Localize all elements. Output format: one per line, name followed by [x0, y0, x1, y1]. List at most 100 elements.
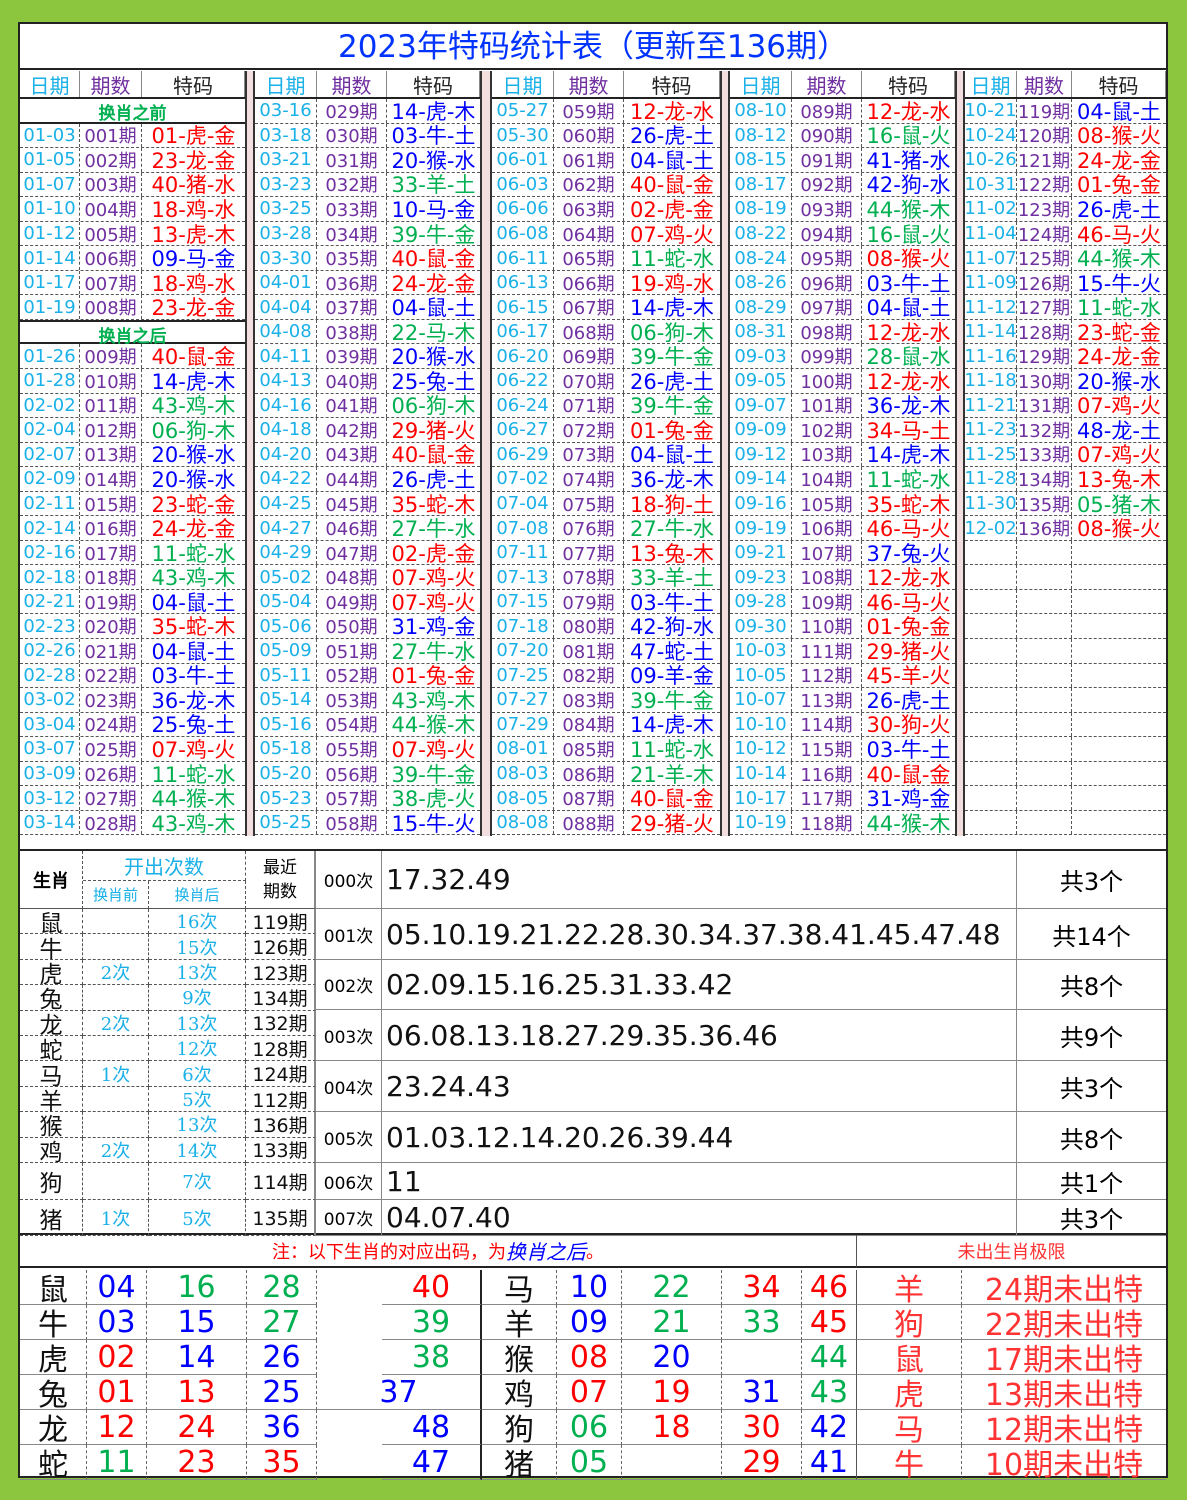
missing-zodiac: 鼠 — [857, 1340, 962, 1378]
empty-cell — [965, 810, 1017, 835]
code-cell: 18-鸡-水 — [151, 271, 236, 295]
period-cell: 037期 — [317, 295, 387, 319]
period-cell: 065期 — [554, 246, 624, 270]
number-cell: 23 — [147, 1445, 247, 1480]
table-row: 02-09 014期 20-猴-水 — [20, 467, 245, 492]
code-cell: 25-兔-土 — [391, 369, 476, 393]
after-count-cell: 13次 — [149, 959, 246, 986]
zodiac-label: 牛 — [20, 1305, 87, 1343]
number-cell: 34 — [722, 1270, 802, 1305]
code-cell: 42-狗-水 — [630, 615, 714, 639]
period-cell: 034期 — [317, 221, 387, 246]
number-cell: 44 — [802, 1340, 857, 1375]
period-cell: 135期 — [1017, 491, 1072, 516]
date-cell: 02-21 — [20, 589, 80, 614]
code-cell: 03-牛-土 — [866, 738, 951, 761]
table-row: 10-14 116期 40-鼠-金 — [730, 761, 955, 787]
code-cell: 40-鼠-金 — [630, 787, 714, 810]
table-row: 09-16 105期 35-蛇-木 — [730, 491, 955, 517]
number-cell: 09 — [557, 1305, 622, 1340]
date-cell: 04-20 — [255, 442, 317, 467]
code-cell: 06-狗-木 — [630, 320, 714, 344]
header-row: 日期 期数 特码 — [965, 71, 1166, 99]
date-cell: 09-23 — [730, 565, 792, 589]
code-cell: 44-猴-木 — [1077, 247, 1161, 270]
header-row: 日期 期数 特码 — [492, 71, 720, 99]
number-cell: 14 — [147, 1340, 247, 1375]
date-cell: 04-16 — [255, 393, 317, 418]
date-cell: 10-31 — [965, 172, 1017, 197]
date-cell: 10-19 — [730, 810, 792, 835]
number-cell: 29 — [722, 1445, 802, 1480]
empty-cell — [1072, 541, 1166, 565]
code-cell: 13-兔-木 — [630, 541, 714, 565]
table-row: 10-17 117期 31-鸡-金 — [730, 786, 955, 811]
date-cell: 05-04 — [255, 589, 317, 614]
freq-label: 007次 — [316, 1200, 382, 1236]
period-cell: 095期 — [792, 246, 862, 270]
table-row: 03-30 035期 40-鼠-金 — [255, 246, 480, 271]
code-cell: 01-兔-金 — [1077, 173, 1161, 197]
table-row: 08-08 088期 29-猪-火 — [492, 810, 720, 836]
number-cell: 39 — [382, 1305, 482, 1340]
table-row: 04-08 038期 22-马-木 — [255, 319, 480, 345]
after-count-cell: 13次 — [149, 1010, 246, 1036]
date-cell: 10-10 — [730, 712, 792, 737]
column-group: 日期 期数 特码 08-10 089期 12-龙-水 08-12 090期 16-鼠-火 08-1… — [730, 71, 955, 836]
date-cell: 04-13 — [255, 369, 317, 393]
number-cell: 10 — [557, 1270, 622, 1305]
code-cell: 18-狗-土 — [630, 492, 714, 516]
period-cell: 082期 — [554, 663, 624, 688]
period-cell: 114期 — [792, 712, 862, 737]
code-cell: 11-蛇-水 — [151, 762, 236, 786]
date-cell: 06-24 — [492, 393, 554, 418]
table-row: 02-23 020期 35-蛇-木 — [20, 614, 245, 640]
note-text: 注：以下生肖的对应出码，为 换肖之后。 — [20, 1235, 857, 1268]
empty-cell — [965, 663, 1017, 688]
date-cell: 07-27 — [492, 688, 554, 712]
stats-sheet: 2023年特码统计表（更新至136期） 日期 期数 特码 换肖之前 01-03 001期 0… — [18, 22, 1168, 1483]
zodiac-cell: 羊 — [20, 1086, 83, 1115]
after-count-cell: 13次 — [149, 1112, 246, 1138]
column-group: 日期 期数 特码 10-21 119期 04-鼠-土 10-24 120期 08-猴-火 10-2… — [965, 71, 1166, 836]
number-cell: 22 — [622, 1270, 722, 1305]
table-row: 03-09 026期 11-蛇-水 — [20, 761, 245, 787]
date-cell: 07-25 — [492, 663, 554, 688]
period-cell: 055期 — [317, 737, 387, 761]
date-cell: 07-18 — [492, 614, 554, 639]
date-cell: 11-18 — [965, 369, 1017, 393]
date-cell: 10-24 — [965, 123, 1017, 148]
header-row: 日期 期数 特码 — [255, 71, 480, 99]
period-cell: 077期 — [554, 540, 624, 565]
table-row: 02-16 017期 11-蛇-水 — [20, 540, 245, 566]
number-cell: 06 — [557, 1410, 622, 1445]
period-cell: 018期 — [80, 565, 142, 589]
empty-cell — [1017, 639, 1072, 663]
code-cell: 18-鸡-水 — [151, 197, 236, 221]
period-cell: 027期 — [80, 786, 142, 810]
after-count-cell: 15次 — [149, 934, 246, 960]
before-count-cell — [83, 909, 149, 935]
period-cell: 130期 — [1017, 369, 1072, 393]
date-cell: 11-14 — [965, 319, 1017, 344]
zodiac-cell: 猴 — [20, 1112, 83, 1140]
period-cell: 025期 — [80, 737, 142, 761]
note-suffix: 。 — [586, 1241, 604, 1263]
table-row: 10-05 112期 45-羊-火 — [730, 663, 955, 689]
freq-total: 共3个 — [1017, 1200, 1166, 1236]
zodiac-cell: 虎 — [20, 959, 83, 988]
code-cell: 06-狗-木 — [391, 394, 476, 418]
table-row: 11-21 131期 07-鸡-火 — [965, 393, 1166, 419]
header-row: 日期 期数 特码 — [20, 71, 245, 99]
date-cell: 02-16 — [20, 540, 80, 565]
number-cell: 42 — [802, 1410, 857, 1445]
table-row: 05-06 050期 31-鸡-金 — [255, 614, 480, 640]
zodiac-label: 鼠 — [20, 1270, 87, 1308]
date-cell: 07-08 — [492, 516, 554, 540]
table-row: 04-13 040期 25-兔-土 — [255, 369, 480, 394]
date-cell: 09-09 — [730, 418, 792, 442]
table-row: 01-28 010期 14-虎-木 — [20, 369, 245, 394]
empty-cell — [1072, 565, 1166, 589]
date-cell: 02-28 — [20, 663, 80, 688]
code-cell: 39-牛-金 — [391, 762, 476, 786]
